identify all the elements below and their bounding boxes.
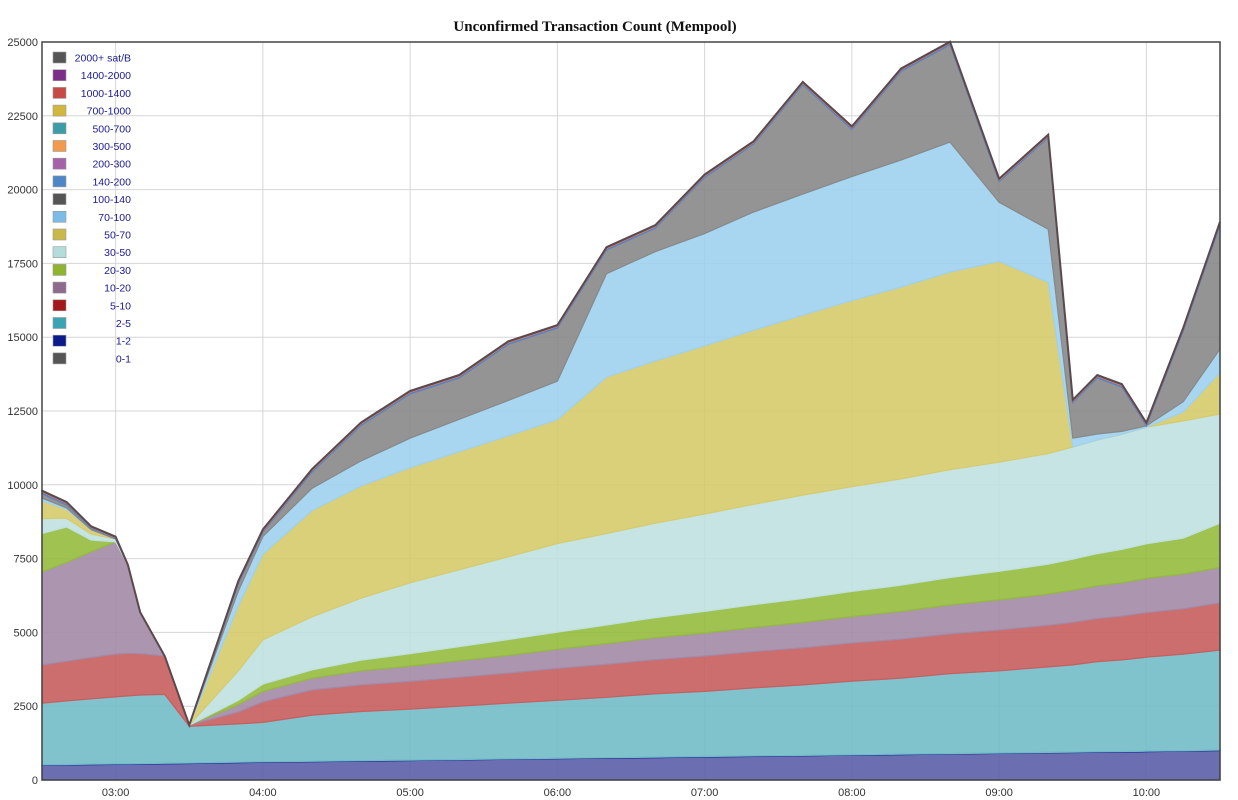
legend-label: 50-70 xyxy=(104,230,131,242)
x-tick-label: 10:00 xyxy=(1133,787,1161,799)
x-tick-label: 05:00 xyxy=(396,787,424,799)
legend-label: 2-5 xyxy=(116,318,131,330)
legend-swatch xyxy=(52,157,67,170)
legend-item: 1-2 xyxy=(52,334,131,348)
legend-label: 2000+ sat/B xyxy=(75,53,131,65)
y-tick-label: 12500 xyxy=(7,406,38,418)
y-tick-label: 5000 xyxy=(14,627,38,639)
legend-item: 300-500 xyxy=(52,140,131,153)
y-tick-label: 0 xyxy=(32,775,38,787)
legend-label: 200-300 xyxy=(92,159,131,171)
x-tick-label: 09:00 xyxy=(985,787,1013,799)
legend: 2000+ sat/B 1400-2000 1000-1400 700-1000 500… xyxy=(52,51,132,365)
legend-swatch xyxy=(52,317,67,329)
legend-swatch xyxy=(52,211,67,223)
legend-label: 20-30 xyxy=(104,265,131,277)
legend-swatch xyxy=(52,140,67,152)
x-axis: 03:00 04:00 05:00 06:00 07:00 08:00 09:00 10:00 xyxy=(102,787,1160,799)
legend-item: 500-700 xyxy=(52,122,131,135)
legend-item: 50-70 xyxy=(52,228,131,242)
legend-item: 1400-2000 xyxy=(52,69,131,82)
legend-label: 0-1 xyxy=(116,353,131,365)
legend-swatch xyxy=(52,69,67,81)
legend-swatch xyxy=(52,264,67,276)
x-tick-label: 08:00 xyxy=(838,787,866,799)
chart-title: Unconfirmed Transaction Count (Mempool) xyxy=(453,19,736,35)
legend-swatch xyxy=(52,352,67,365)
legend-label: 30-50 xyxy=(104,247,131,259)
total-outline xyxy=(41,40,1221,729)
legend-swatch xyxy=(52,51,67,64)
y-tick-label: 22500 xyxy=(7,111,38,123)
legend-label: 1400-2000 xyxy=(81,70,131,82)
legend-label: 140-200 xyxy=(92,176,131,188)
y-tick-label: 25000 xyxy=(7,37,38,49)
legend-swatch xyxy=(52,175,67,188)
legend-item: 2-5 xyxy=(52,317,131,330)
legend-label: 1000-1400 xyxy=(81,88,131,100)
legend-item: 100-140 xyxy=(52,193,131,206)
legend-item: 30-50 xyxy=(52,246,131,259)
legend-swatch xyxy=(52,334,67,347)
legend-item: 140-200 xyxy=(52,175,131,188)
y-tick-label: 7500 xyxy=(14,554,38,566)
legend-swatch xyxy=(52,299,67,312)
legend-label: 500-700 xyxy=(92,123,131,135)
legend-label: 70-100 xyxy=(98,212,131,224)
legend-item: 1000-1400 xyxy=(52,87,131,100)
y-axis: 0 2500 5000 7500 10000 12500 15000 17500 20000 22… xyxy=(7,37,38,787)
legend-label: 100-140 xyxy=(92,194,131,206)
legend-item: 5-10 xyxy=(52,299,131,312)
legend-item: 2000+ sat/B xyxy=(52,51,131,65)
legend-label: 700-1000 xyxy=(87,106,132,118)
legend-item: 10-20 xyxy=(52,281,131,295)
y-tick-label: 15000 xyxy=(7,332,38,344)
legend-swatch xyxy=(52,122,67,135)
legend-item: 700-1000 xyxy=(52,104,132,118)
legend-label: 5-10 xyxy=(110,300,131,312)
y-tick-label: 10000 xyxy=(7,480,38,492)
legend-swatch xyxy=(52,104,67,117)
legend-swatch xyxy=(52,246,67,258)
y-tick-label: 17500 xyxy=(7,258,38,270)
legend-swatch xyxy=(52,193,67,205)
legend-swatch xyxy=(52,87,67,99)
legend-item: 200-300 xyxy=(52,157,131,171)
y-tick-label: 20000 xyxy=(7,185,38,197)
plot-frame xyxy=(41,41,1221,781)
legend-label: 1-2 xyxy=(116,336,131,348)
x-tick-label: 04:00 xyxy=(249,787,277,799)
x-tick-label: 07:00 xyxy=(691,787,719,799)
outline-layer xyxy=(41,40,1221,729)
legend-swatch xyxy=(52,281,67,294)
x-tick-label: 06:00 xyxy=(544,787,572,799)
legend-item: 20-30 xyxy=(52,264,131,277)
legend-label: 300-500 xyxy=(92,141,131,153)
legend-item: 70-100 xyxy=(52,211,131,224)
y-tick-label: 2500 xyxy=(14,701,38,713)
x-tick-label: 03:00 xyxy=(102,787,130,799)
legend-item: 0-1 xyxy=(52,352,131,365)
legend-label: 10-20 xyxy=(104,283,131,295)
legend-swatch xyxy=(52,228,67,241)
